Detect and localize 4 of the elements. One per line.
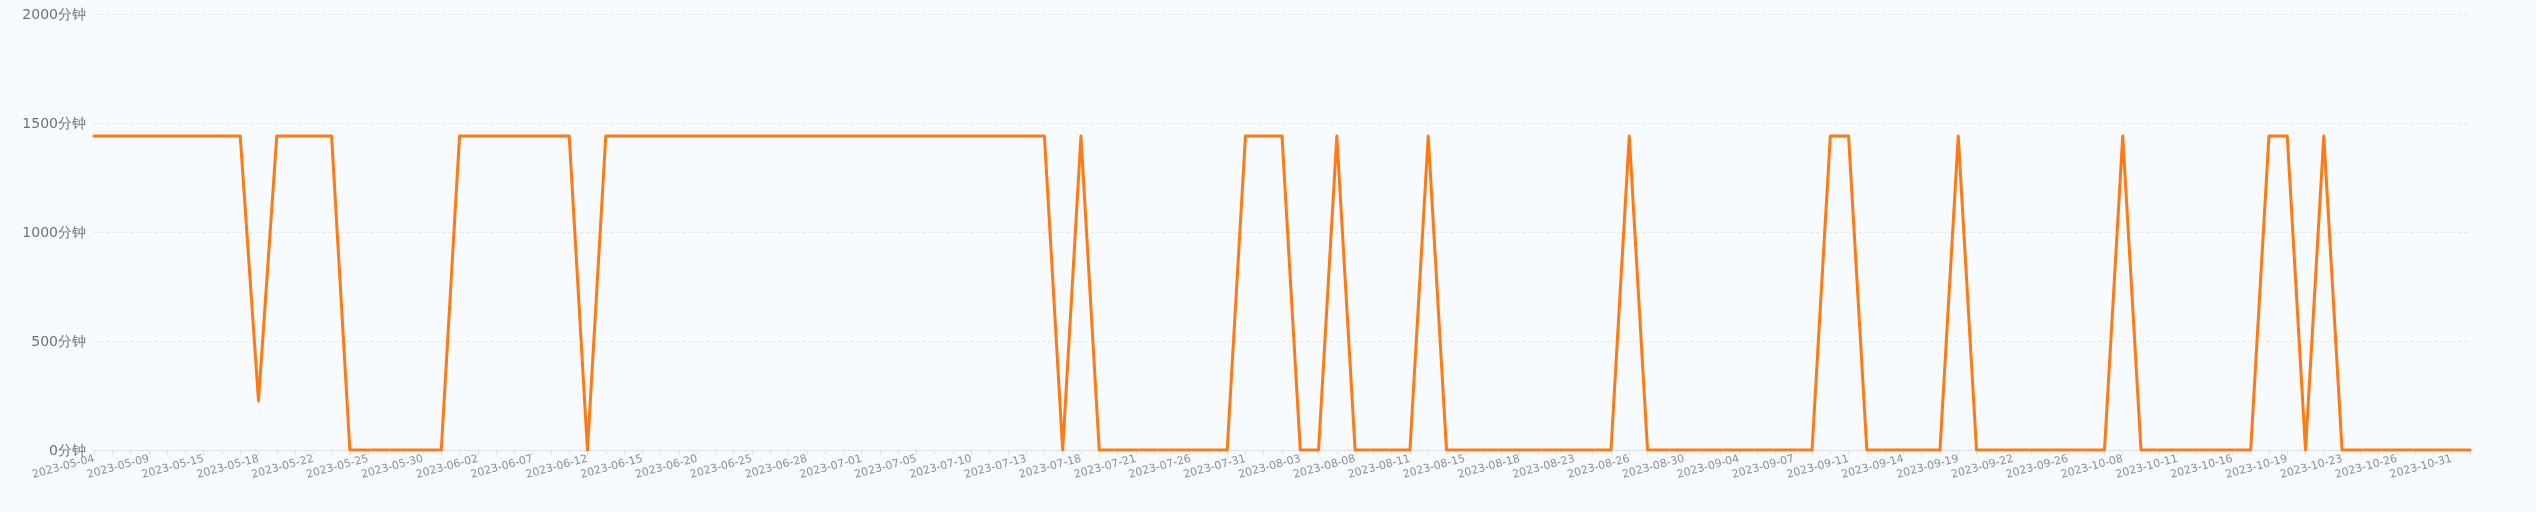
y-tick-label: 1000分钟 <box>22 224 86 240</box>
y-tick-label: 500分钟 <box>31 333 86 349</box>
y-tick-label: 1500分钟 <box>22 115 86 131</box>
y-tick-label: 2000分钟 <box>22 6 86 22</box>
